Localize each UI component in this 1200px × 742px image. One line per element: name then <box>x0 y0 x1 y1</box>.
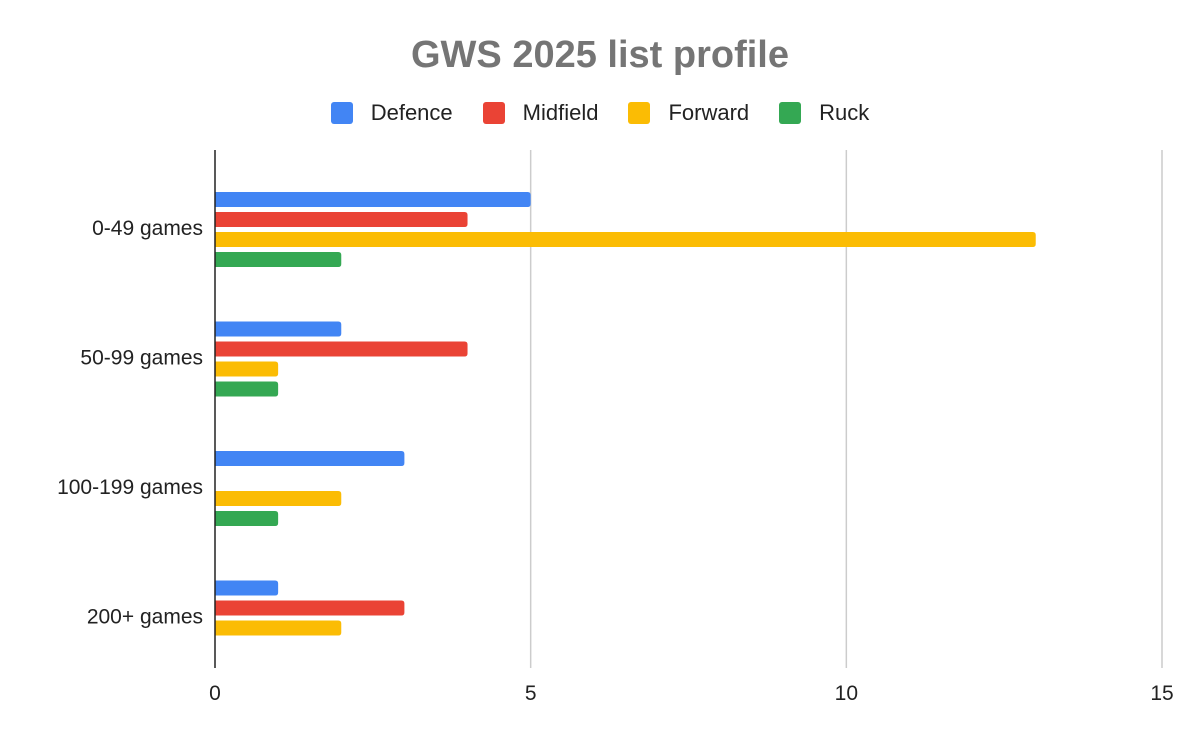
bar-midfield <box>215 212 468 227</box>
legend-swatch <box>628 102 651 124</box>
bar-defence <box>215 580 279 596</box>
legend-swatch <box>482 102 505 124</box>
legend-item-midfield: Midfield <box>482 98 599 128</box>
x-tick-label: 0 <box>209 682 221 705</box>
bar-forward <box>215 361 279 377</box>
bar-defence <box>215 192 531 207</box>
bar-forward <box>215 620 342 636</box>
bar-ruck <box>215 511 279 526</box>
x-tick-label: 10 <box>835 682 858 705</box>
category-label: 200+ games <box>87 606 203 629</box>
category-label: 100-199 games <box>57 476 203 499</box>
legend-item-ruck: Ruck <box>779 98 869 128</box>
legend-label: Defence <box>370 100 453 125</box>
x-tick-label: 15 <box>1150 682 1173 705</box>
bar-defence <box>215 451 405 466</box>
bar-forward <box>215 232 1036 247</box>
bar-midfield <box>215 600 405 616</box>
category-label: 50-99 games <box>80 347 203 370</box>
bar-ruck <box>215 381 279 397</box>
category-label: 0-49 games <box>92 217 203 240</box>
legend: Defence Midfield Forward Ruck <box>0 98 1200 128</box>
bar-defence <box>215 321 342 337</box>
legend-swatch <box>330 102 353 124</box>
legend-swatch <box>779 102 802 124</box>
legend-item-defence: Defence <box>330 98 453 128</box>
legend-label: Midfield <box>522 100 599 125</box>
bar-forward <box>215 491 342 506</box>
bar-midfield <box>215 341 468 357</box>
x-tick-label: 5 <box>525 682 537 705</box>
legend-label: Forward <box>668 100 750 125</box>
legend-item-forward: Forward <box>628 98 749 128</box>
legend-label: Ruck <box>819 100 870 125</box>
bar-ruck <box>215 252 342 267</box>
chart-title: GWS 2025 list profile <box>411 34 789 76</box>
